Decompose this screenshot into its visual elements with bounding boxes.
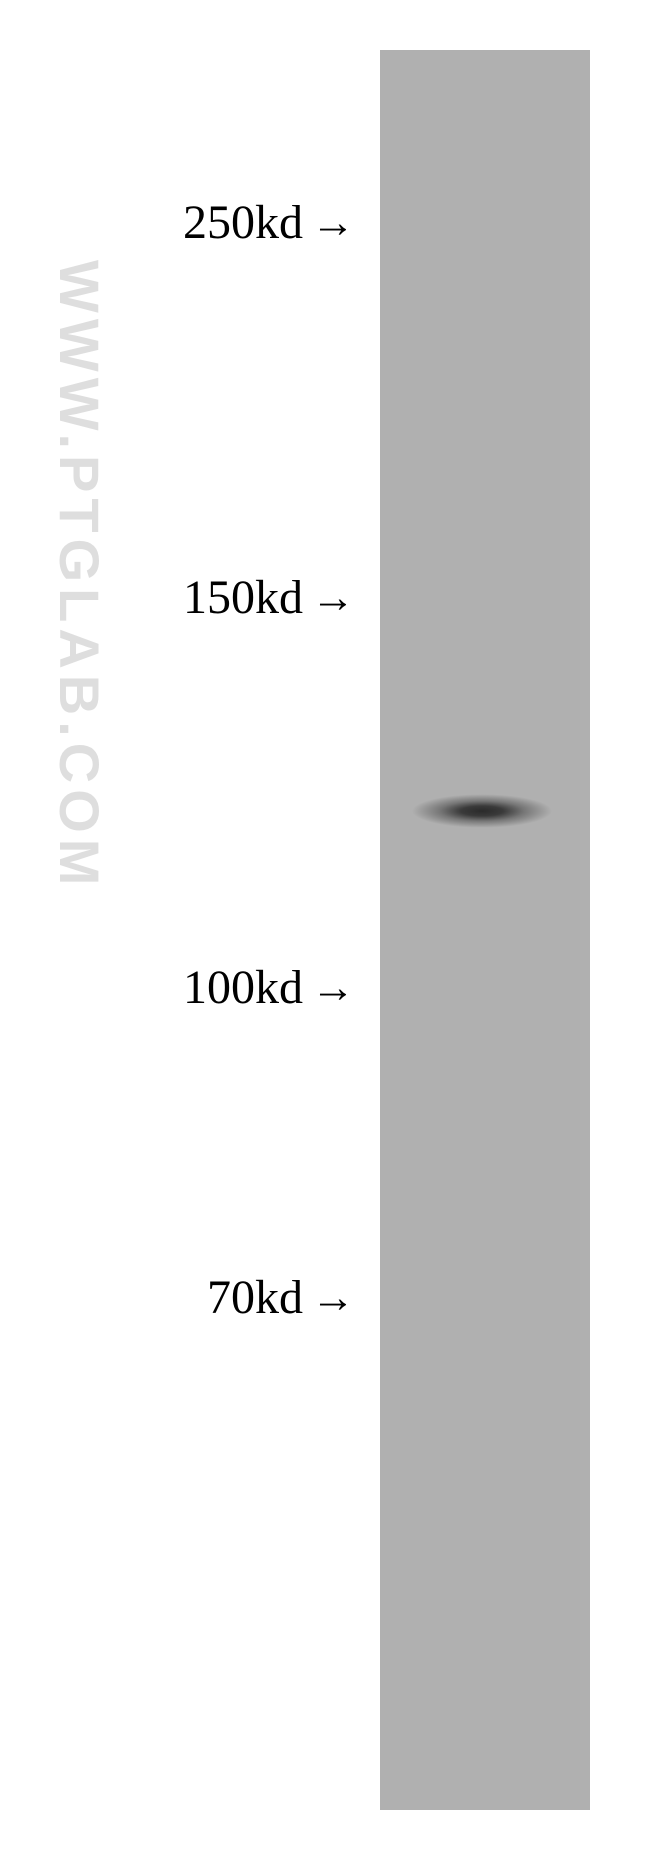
arrow-icon: →: [311, 966, 355, 1010]
marker-250kd-text: 250kd: [183, 195, 303, 250]
marker-150kd-text: 150kd: [183, 570, 303, 625]
arrow-icon: →: [311, 201, 355, 245]
marker-70kd: 70kd →: [95, 1270, 355, 1325]
blot-lane: [380, 50, 590, 1810]
marker-100kd-text: 100kd: [183, 960, 303, 1015]
marker-100kd: 100kd →: [95, 960, 355, 1015]
marker-150kd: 150kd →: [95, 570, 355, 625]
marker-70kd-text: 70kd: [207, 1270, 303, 1325]
arrow-icon: →: [311, 576, 355, 620]
western-blot-figure: 250kd → 150kd → 100kd → 70kd → WWW.PTGLA…: [0, 0, 650, 1855]
protein-band: [412, 790, 552, 832]
marker-250kd: 250kd →: [95, 195, 355, 250]
arrow-icon: →: [311, 1276, 355, 1320]
